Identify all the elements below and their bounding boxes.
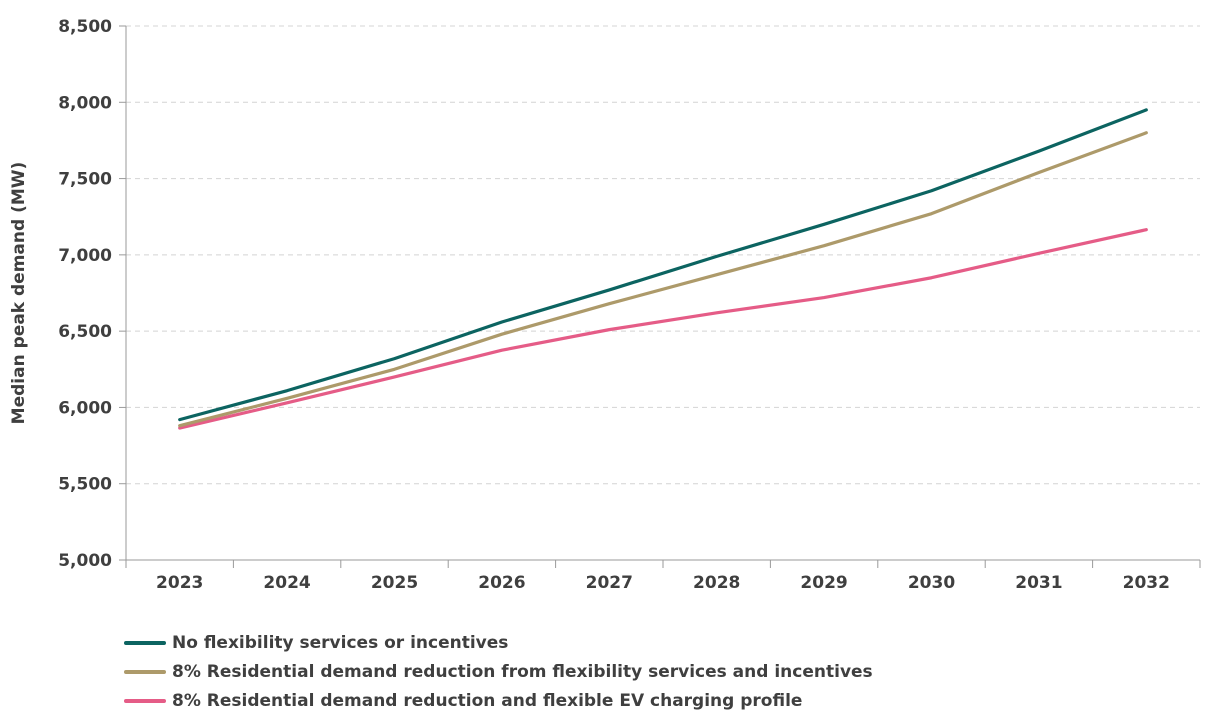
series-line: [178, 131, 1148, 428]
x-tick-label: 2028: [693, 573, 740, 593]
legend-swatch: [124, 669, 166, 674]
y-tick-label: 7,000: [58, 246, 112, 266]
x-tick-label: 2029: [800, 573, 847, 593]
y-tick-label: 8,500: [58, 17, 112, 37]
x-tick-label: 2026: [478, 573, 525, 593]
y-tick-labels: 5,000 5,500 6,000 6,500 7,000 7,500 8,000 8,500: [58, 17, 112, 571]
y-tick-label: 6,500: [58, 322, 112, 342]
x-tick-labels: 2023 2024 2025 2026 2027 2028 2029 2030 2031 2032: [156, 573, 1170, 593]
x-tick-label: 2025: [371, 573, 418, 593]
x-tick-label: 2032: [1123, 573, 1170, 593]
legend-item: No flexibility services or incentives: [124, 628, 873, 657]
legend-label: 8% Residential demand reduction from fle…: [172, 661, 873, 682]
y-tick-label: 5,500: [58, 475, 112, 495]
x-tick-label: 2024: [263, 573, 310, 593]
legend-item: 8% Residential demand reduction from fle…: [124, 657, 873, 686]
y-axis-label: Median peak demand (MW): [9, 162, 29, 425]
x-tick-label: 2030: [908, 573, 955, 593]
legend-label: 8% Residential demand reduction and flex…: [172, 690, 803, 711]
legend-item: 8% Residential demand reduction and flex…: [124, 686, 873, 715]
legend: No flexibility services or incentives 8% …: [124, 628, 873, 715]
series-lines: [178, 108, 1148, 430]
x-tick-label: 2027: [586, 573, 633, 593]
series-line: [178, 228, 1148, 430]
axes: [119, 25, 1201, 568]
x-tick-label: 2031: [1015, 573, 1062, 593]
y-tick-label: 5,000: [58, 551, 112, 571]
legend-swatch: [124, 640, 166, 645]
y-tick-label: 6,000: [58, 398, 112, 418]
series-line: [178, 108, 1148, 422]
y-tick-label: 7,500: [58, 170, 112, 190]
legend-label: No flexibility services or incentives: [172, 632, 509, 653]
y-tick-label: 8,000: [58, 93, 112, 113]
x-tick-label: 2023: [156, 573, 203, 593]
legend-swatch: [124, 698, 166, 703]
